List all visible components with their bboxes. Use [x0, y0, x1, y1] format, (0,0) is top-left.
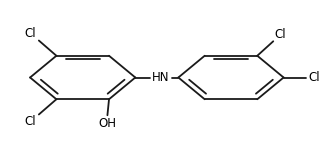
Text: Cl: Cl: [275, 28, 286, 40]
Text: HN: HN: [152, 71, 169, 84]
Text: Cl: Cl: [24, 115, 36, 128]
Text: Cl: Cl: [24, 27, 36, 40]
Text: OH: OH: [98, 117, 116, 130]
Text: Cl: Cl: [308, 71, 320, 84]
